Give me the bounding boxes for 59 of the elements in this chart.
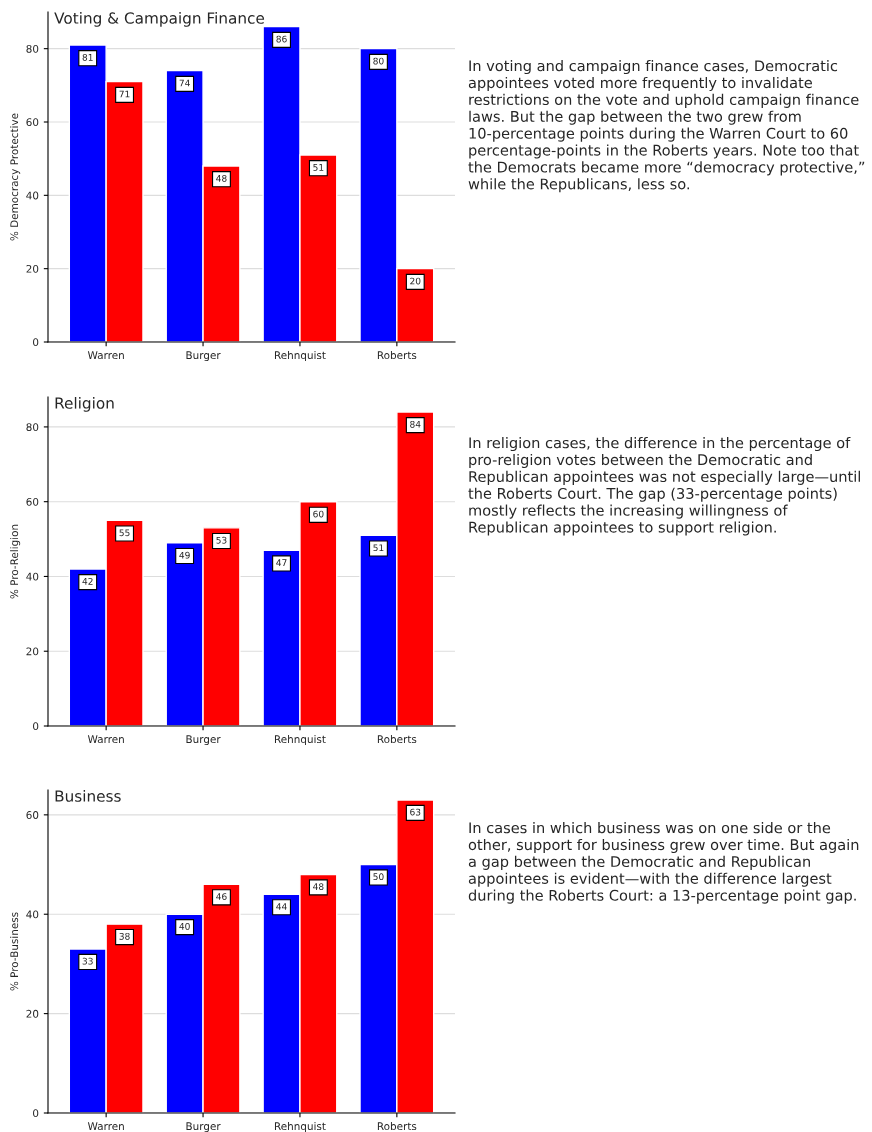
x-tick-label: Burger: [186, 735, 221, 746]
data-label: 50: [373, 873, 384, 881]
data-label: 38: [119, 932, 130, 940]
data-label: 81: [82, 53, 93, 61]
y-tick-label: 40: [26, 191, 39, 200]
y-tick-label: 0: [33, 338, 39, 347]
text: In religion cases, the difference in the percentage of pro-religion votes between the Democratic and Republican appointees was not especially large—until the Roberts Court. The gap (33-percentage points) mostly reflects the increasing willingness of Republican appointees to support religion.: [468, 437, 860, 536]
x-tick-label: Rehnquist: [274, 351, 326, 362]
text: In cases in which business was on one side or the other, support for business grew over time. But again a gap between the Democratic and Republican appointees is evident—with the difference largest during the Roberts Court: a 13-percentage point gap.: [468, 822, 859, 904]
data-label: 48: [313, 883, 324, 891]
data-label: 53: [216, 536, 227, 544]
data-label: 49: [179, 551, 190, 559]
data-label: 51: [373, 544, 384, 552]
x-tick-label: Warren: [87, 351, 124, 360]
y-tick-label: 20: [26, 647, 39, 656]
data-label: 63: [410, 808, 421, 816]
x-tick-label: Warren: [87, 1122, 124, 1131]
data-label: 33: [82, 957, 93, 965]
data-label: 44: [276, 903, 287, 910]
y-tick-label: 20: [26, 1009, 39, 1018]
x-tick-label: Rehnquist: [274, 1122, 326, 1132]
data-label: 51: [313, 164, 324, 171]
x-tick-label: Roberts: [377, 1122, 417, 1131]
x-tick-label: Burger: [186, 351, 221, 362]
y-axis-title: % Democracy Protective: [10, 113, 21, 241]
y-tick-label: 60: [26, 118, 39, 127]
data-label: 55: [119, 529, 130, 537]
x-tick-label: Rehnquist: [274, 735, 326, 746]
data-label: 48: [216, 174, 227, 182]
data-label: 47: [276, 559, 287, 566]
y-tick-label: 40: [26, 572, 39, 581]
data-label: 40: [179, 922, 190, 930]
x-tick-label: Roberts: [377, 735, 417, 744]
data-label: 86: [276, 35, 287, 43]
data-label: 46: [216, 893, 227, 900]
data-label: 80: [373, 57, 384, 65]
data-label: 74: [179, 79, 190, 87]
y-tick-label: 60: [26, 497, 39, 506]
x-tick-label: Roberts: [377, 351, 417, 360]
data-label: 71: [119, 90, 130, 98]
y-tick-label: 80: [26, 423, 39, 432]
chart-title: Religion: [55, 397, 114, 412]
y-axis-title: % Pro-Business: [10, 912, 19, 991]
y-tick-label: 80: [26, 44, 39, 53]
text: In voting and campaign finance cases, Democratic appointees voted more frequently to invalidate restrictions on the vote and uphold campaign finance laws. But the gap between the two grew from 10-percentage points during the Warren Court to 60 percentage-points in the Roberts years. Note too that the Democrats became more “democracy protective,” while the Republicans, less so.: [468, 60, 865, 193]
x-tick-label: Burger: [186, 1122, 221, 1132]
chart-title: Voting & Campaign Finance: [54, 12, 265, 27]
y-tick-label: 0: [33, 722, 39, 731]
y-tick-label: 40: [26, 910, 39, 919]
data-label: 20: [410, 277, 421, 285]
data-label: 60: [313, 510, 324, 518]
y-tick-label: 20: [26, 264, 39, 273]
x-tick-label: Warren: [87, 735, 124, 744]
data-label: 42: [82, 577, 93, 585]
y-tick-label: 60: [26, 811, 39, 819]
y-tick-label: 0: [33, 1109, 39, 1118]
chart-title: Business: [55, 790, 121, 802]
y-axis-title: % Pro-Religion: [10, 524, 21, 599]
data-label: 84: [410, 420, 421, 428]
